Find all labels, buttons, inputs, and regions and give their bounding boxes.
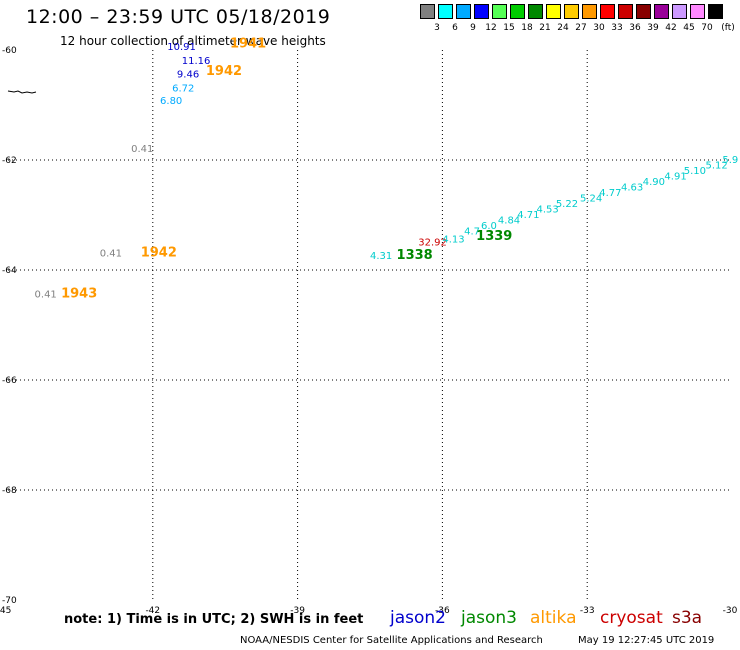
wave-height-value: 4.53	[537, 204, 559, 215]
wave-height-value: 4.7	[464, 226, 480, 237]
legend-swatch	[510, 4, 525, 19]
legend-swatch	[546, 4, 561, 19]
legend-label: 45	[683, 23, 695, 33]
legend-swatch	[618, 4, 633, 19]
legend-label: 33	[611, 23, 623, 33]
lon-tick-label: -42	[145, 606, 160, 616]
legend-swatch	[690, 4, 705, 19]
timestamp-text: May 19 12:27:45 UTC 2019	[578, 635, 715, 646]
wave-height-value: 5.24	[580, 193, 602, 204]
coastline-fragment	[7, 90, 37, 94]
wave-height-value: 6.72	[172, 83, 194, 94]
map-subtitle: 12 hour collection of altimeter wave hei…	[60, 34, 326, 48]
legend-label: 36	[629, 23, 641, 33]
legend-swatch	[474, 4, 489, 19]
legend-swatch	[528, 4, 543, 19]
pass-label-layer: 1941 1942 1942 1943 1338 1339	[61, 36, 512, 301]
legend-swatch	[564, 4, 579, 19]
map-grid	[8, 50, 732, 600]
lat-tick-label: -60	[2, 46, 17, 56]
wave-height-value: 5.22	[556, 199, 578, 210]
lon-tick-label: -33	[580, 606, 595, 616]
lat-tick-label: -62	[2, 156, 17, 166]
wave-height-value: 4.63	[621, 182, 643, 193]
satellite-jason2: jason2	[390, 608, 446, 628]
pass-time-label: 1942	[141, 245, 177, 260]
wave-height-value: 11.16	[182, 56, 211, 67]
legend-label: 24	[557, 23, 569, 33]
wave-height-value: 0.41	[131, 144, 153, 155]
wave-height-value: 4.77	[599, 188, 621, 199]
lat-tick-label: -64	[2, 266, 17, 276]
axis-labels: -45 -42 -39 -36 -33 -30 -60 -62 -64 -66 -68 -70	[0, 46, 738, 616]
wave-height-value: 5.10	[684, 166, 706, 177]
lat-tick-label: -66	[2, 376, 17, 386]
legend-swatch	[420, 4, 435, 19]
satellite-jason3: jason3	[461, 608, 517, 628]
lon-tick-label: -39	[290, 606, 305, 616]
wave-height-value: 0.41	[100, 248, 122, 259]
lon-tick-label: -30	[723, 606, 738, 616]
note-text: note: 1) Time is in UTC; 2) SWH is in fe…	[64, 612, 364, 627]
legend-unit: (ft)	[721, 23, 735, 33]
credit-text: NOAA/NESDIS Center for Satellite Applica…	[240, 635, 543, 646]
legend-swatch	[600, 4, 615, 19]
wave-height-value: 10.91	[167, 42, 196, 53]
wave-height-value: 4.13	[442, 235, 464, 246]
legend-label: 12	[485, 23, 497, 33]
pass-time-label: 1943	[61, 287, 97, 302]
satellite-s3a: s3a	[672, 608, 703, 628]
legend-label: 3	[434, 23, 440, 33]
lat-tick-label: -68	[2, 486, 17, 496]
wave-height-value: 0.41	[35, 290, 57, 301]
pass-time-label: 1338	[397, 248, 433, 263]
wave-height-value: 6.80	[160, 96, 182, 107]
legend-swatch	[456, 4, 471, 19]
legend-swatch	[438, 4, 453, 19]
legend-label: 27	[575, 23, 587, 33]
legend-swatch	[654, 4, 669, 19]
legend-swatch	[582, 4, 597, 19]
wave-height-value: 9.46	[177, 70, 199, 81]
legend-label: 21	[539, 23, 551, 33]
satellite-altika: altika	[530, 608, 577, 628]
lon-tick-label: -36	[435, 606, 450, 616]
observation-layer: 10.91 11.16 9.46 6.72 6.80 0.41 0.41 0.41 4.31 32…	[35, 42, 739, 301]
pass-time-label: 1942	[206, 64, 242, 79]
lat-tick-label: -70	[2, 596, 17, 606]
legend-label: 39	[647, 23, 659, 33]
wave-height-value: 4.90	[643, 177, 665, 188]
satellite-cryosat: cryosat	[600, 608, 663, 628]
wave-height-value: 6.0	[481, 221, 497, 232]
wave-height-value: 32.92	[418, 237, 447, 248]
wave-height-value: 5.12	[705, 160, 727, 171]
map-title: 12:00 – 23:59 UTC 05/18/2019	[26, 6, 331, 28]
wave-height-value: 4.31	[370, 251, 392, 262]
legend-label: 9	[470, 23, 476, 33]
wave-height-value: 4.84	[498, 215, 520, 226]
wave-height-value: 5.9	[722, 155, 738, 166]
legend-label: 30	[593, 23, 605, 33]
legend-label: 15	[503, 23, 515, 33]
legend-swatch	[636, 4, 651, 19]
pass-time-label: 1339	[476, 229, 512, 244]
pass-time-label: 1941	[230, 36, 266, 51]
wave-height-value: 4.91	[664, 171, 686, 182]
legend-swatch	[672, 4, 687, 19]
legend-label: 70	[701, 23, 713, 33]
lon-tick-label: -45	[0, 606, 11, 616]
wave-height-value: 4.71	[517, 210, 539, 221]
legend-swatch	[492, 4, 507, 19]
legend-swatch	[708, 4, 723, 19]
legend-label: 18	[521, 23, 533, 33]
legend-label: 6	[452, 23, 458, 33]
legend-label: 42	[665, 23, 677, 33]
